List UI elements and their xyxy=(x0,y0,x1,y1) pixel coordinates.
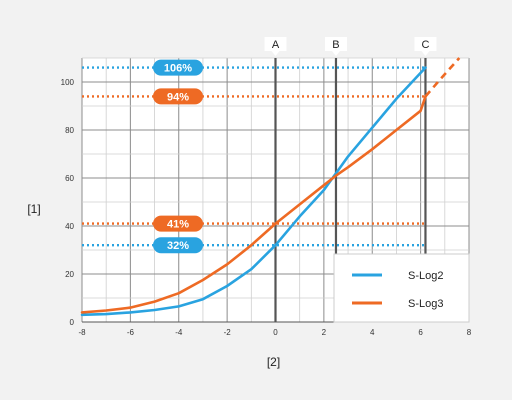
x-tick-label: -8 xyxy=(78,328,86,337)
x-tick-label: -2 xyxy=(224,328,232,337)
y-tick-label: 20 xyxy=(65,270,74,279)
y-tick-label: 0 xyxy=(70,318,75,327)
marker-label: A xyxy=(272,39,280,51)
value-badge xyxy=(153,59,203,76)
marker-label: B xyxy=(332,39,339,51)
x-tick-label: 0 xyxy=(273,328,278,337)
y-tick-label: 80 xyxy=(65,126,74,135)
marker-tag xyxy=(324,37,347,56)
x-tick-label: 8 xyxy=(467,328,472,337)
marker-label: C xyxy=(421,39,429,51)
x-tick-label: -6 xyxy=(127,328,135,337)
x-axis-title: [2] xyxy=(267,355,280,369)
legend-box xyxy=(333,253,470,323)
series-line xyxy=(80,66,427,317)
series-line xyxy=(80,95,427,314)
value-badge xyxy=(153,237,203,254)
value-badge xyxy=(153,88,203,105)
x-tick-label: 6 xyxy=(418,328,423,337)
value-badge-label: 106% xyxy=(164,63,192,75)
x-tick-label: -4 xyxy=(175,328,183,337)
value-badge-label: 94% xyxy=(167,91,189,103)
y-axis-title: [1] xyxy=(27,202,40,216)
y-tick-label: 60 xyxy=(65,174,74,183)
y-tick-label: 40 xyxy=(65,222,74,231)
legend-label: S-Log2 xyxy=(408,270,443,282)
marker-tag xyxy=(264,37,287,56)
marker-tag xyxy=(414,37,437,56)
value-badge xyxy=(153,215,203,232)
value-badge-label: 32% xyxy=(167,240,189,252)
x-tick-label: 2 xyxy=(322,328,327,337)
value-badge-label: 41% xyxy=(167,219,189,231)
series-line-extension xyxy=(424,57,461,98)
x-tick-label: 4 xyxy=(370,328,375,337)
y-tick-label: 100 xyxy=(61,78,75,87)
legend-label: S-Log3 xyxy=(408,298,443,310)
